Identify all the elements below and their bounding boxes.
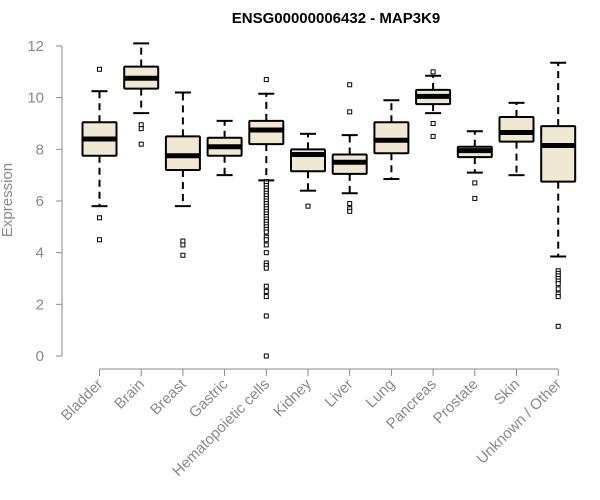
outlier-point <box>97 215 102 221</box>
y-tick-label: 6 <box>36 193 44 210</box>
outlier-point <box>263 242 269 248</box>
outlier-point <box>263 294 269 300</box>
y-axis: 0 2 4 6 8 10 12 <box>27 38 63 365</box>
outlier-point <box>347 201 353 207</box>
box <box>248 119 285 146</box>
x-tick-label: Brain <box>111 376 148 413</box>
outlier-point <box>263 77 269 83</box>
y-tick-label: 12 <box>27 38 44 55</box>
outlier-point <box>97 237 102 243</box>
outlier-point <box>263 237 269 243</box>
outlier-point <box>263 283 269 289</box>
outlier-point <box>347 109 353 115</box>
outlier-point <box>180 242 186 248</box>
outlier-point <box>180 252 186 258</box>
y-tick-label: 0 <box>36 348 44 365</box>
outlier-point <box>347 82 353 88</box>
y-tick-label: 4 <box>36 245 44 262</box>
box-kidney <box>290 132 326 209</box>
y-tick-label: 2 <box>36 296 44 313</box>
outlier-point <box>430 133 436 139</box>
box-unknown-other <box>540 61 577 329</box>
x-tick-label: Prostate <box>430 376 482 428</box>
outlier-point <box>430 69 436 75</box>
box-series <box>81 42 577 359</box>
outlier-point <box>138 141 144 147</box>
outlier-point <box>138 126 144 132</box>
x-tick-label: Breast <box>147 375 190 418</box>
box <box>164 135 201 172</box>
outlier-point <box>555 294 561 300</box>
box <box>540 125 577 183</box>
box <box>373 121 410 155</box>
box-prostate <box>456 130 493 201</box>
box-pancreas <box>415 69 452 139</box>
x-tick-label: Liver <box>322 376 357 411</box>
outlier-point <box>347 208 353 214</box>
outlier-point <box>555 323 561 329</box>
x-tick-label: Skin <box>491 376 524 409</box>
outlier-point <box>263 288 269 294</box>
x-tick-label: Kidney <box>270 375 315 420</box>
box-brain <box>123 42 160 147</box>
box-gastric <box>206 119 243 177</box>
outlier-point <box>263 265 269 271</box>
outlier-point <box>305 203 311 209</box>
outlier-point <box>555 281 561 287</box>
box-liver <box>331 82 368 214</box>
outlier-point <box>97 66 102 72</box>
outlier-point <box>263 353 269 359</box>
box-bladder <box>81 66 118 243</box>
box <box>498 116 535 143</box>
outlier-point <box>263 229 269 235</box>
outlier-point <box>263 313 269 319</box>
y-axis-label: Expression <box>0 163 16 237</box>
chart-title: ENSG00000006432 - MAP3K9 <box>232 10 440 27</box>
y-tick-label: 8 <box>36 141 44 158</box>
box-breast <box>164 91 201 258</box>
box-lung <box>373 99 410 181</box>
outlier-point <box>555 286 561 292</box>
outlier-point <box>430 121 436 126</box>
outlier-point <box>472 195 478 201</box>
box-hematopoietic-cells <box>248 77 285 359</box>
outlier-point <box>472 180 478 186</box>
x-tick-label: Lung <box>363 376 399 412</box>
y-tick-label: 10 <box>27 90 44 107</box>
outlier-point <box>263 250 269 256</box>
x-tick-label: Bladder <box>58 376 107 425</box>
box-skin <box>498 101 535 177</box>
